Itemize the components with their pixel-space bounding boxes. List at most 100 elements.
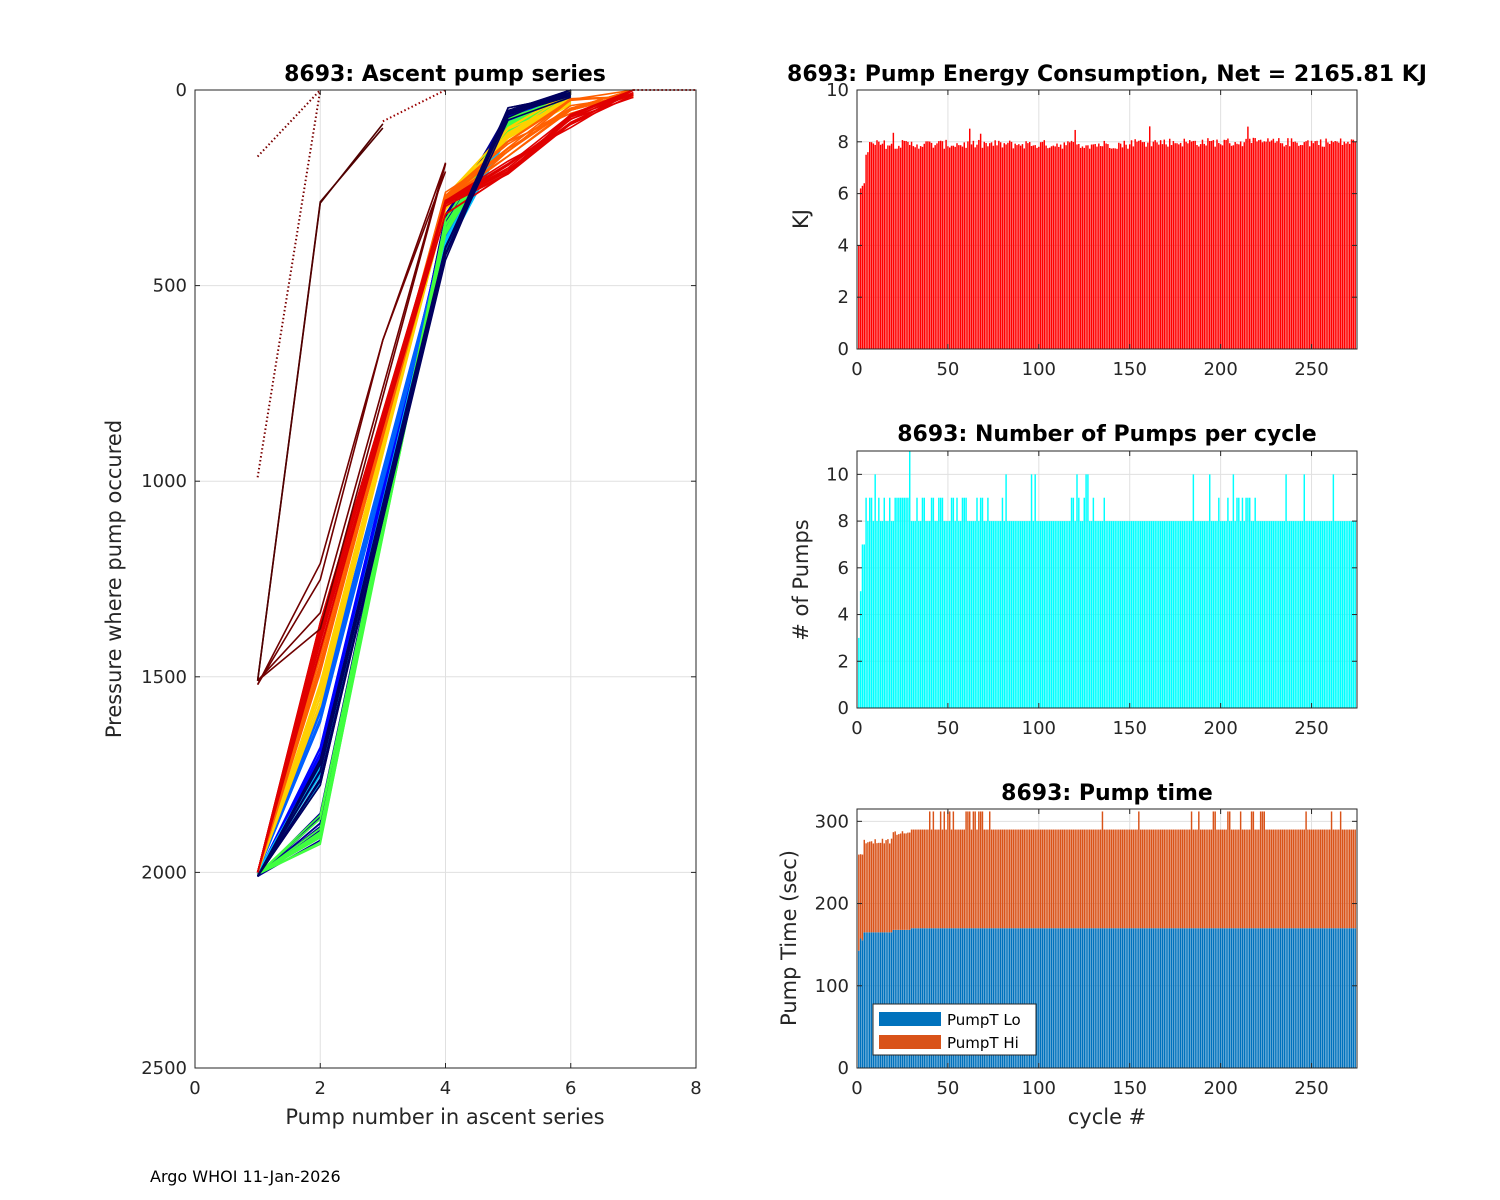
npumps-bar: [1089, 521, 1091, 708]
pumptime-hi-bar: [930, 829, 933, 929]
pumptime-hi-bar: [1281, 829, 1284, 929]
pumptime-hi-bar: [1161, 829, 1164, 929]
ytick-label: 1000: [141, 471, 187, 492]
pumptime-lo-bar: [963, 928, 965, 1068]
pumptime-hi-bar: [1252, 811, 1255, 929]
energy-bar: [1007, 142, 1009, 349]
pumptime-hi-bar: [954, 829, 956, 929]
xtick-label: 0: [851, 1078, 862, 1099]
energy-bar: [925, 141, 927, 349]
npumps-title: 8693: Number of Pumps per cycle: [897, 422, 1316, 447]
npumps-bar: [1325, 521, 1327, 708]
npumps-bar: [1045, 521, 1047, 708]
energy-bar: [1279, 143, 1282, 349]
ytick-label: 0: [176, 80, 187, 101]
pumptime-lo-bar: [1132, 928, 1135, 1068]
energy-bar: [1278, 138, 1280, 349]
pumptime-lo-bar: [1054, 928, 1056, 1068]
npumps-bar: [1174, 521, 1176, 708]
energy-bar: [1254, 138, 1256, 349]
pumptime-hi-bar: [896, 834, 898, 930]
pumptime-lo-bar: [1092, 928, 1095, 1068]
pumptime-hi-bar: [945, 829, 947, 929]
energy-bar: [1174, 143, 1176, 349]
pumptime-lo-bar: [1350, 928, 1353, 1068]
pumptime-lo-bar: [1118, 928, 1120, 1068]
npumps-bar: [1258, 521, 1260, 708]
ascent-series-line: [256, 89, 322, 478]
pumptime-hi-bar: [1045, 829, 1047, 929]
pumptime-hi-bar: [1021, 829, 1024, 929]
energy-bar: [1299, 144, 1302, 349]
pumptime-hi-bar: [883, 843, 885, 933]
energy-bar: [1112, 148, 1115, 349]
pumptime-lo-bar: [1336, 928, 1338, 1068]
pumptime-hi-bar: [1238, 829, 1240, 929]
energy-bar: [1087, 145, 1089, 349]
pumptime-hi-bar: [1069, 829, 1071, 929]
npumps-bar: [1345, 521, 1347, 708]
npumps-bar: [1189, 521, 1191, 708]
npumps-bar: [898, 497, 900, 708]
pumptime-lo-bar: [1227, 928, 1229, 1068]
pumptime-hi-bar: [1018, 829, 1020, 929]
energy-bar: [1074, 129, 1076, 349]
npumps-bar: [1074, 521, 1076, 708]
pumptime-hi-bar: [1354, 829, 1356, 929]
pumptime-lo-bar: [1181, 928, 1184, 1068]
energy-bar: [889, 145, 891, 349]
ytick-label: 300: [815, 811, 849, 832]
npumps-bar: [1043, 521, 1045, 708]
energy-bar: [1234, 142, 1236, 349]
energy-bar: [1283, 146, 1285, 349]
pumptime-ticks: 0 50 100 150 200 250 0 100 200 300: [815, 809, 1357, 1099]
pumptime-hi-bar: [990, 829, 993, 929]
npumps-bar: [881, 521, 884, 708]
npumps-bar: [1049, 521, 1051, 708]
pumptime-lo-bar: [1258, 928, 1260, 1068]
energy-bar: [1027, 143, 1029, 349]
npumps-bar: [1070, 497, 1073, 708]
pumptime-hi-bar: [1194, 829, 1196, 929]
pumptime-lo-bar: [1165, 928, 1167, 1068]
npumps-bar: [1007, 521, 1009, 708]
pumptime-title: 8693: Pump time: [1001, 781, 1213, 806]
npumps-bar: [1269, 521, 1271, 708]
energy-bar: [1079, 147, 1082, 349]
energy-bar: [1078, 143, 1080, 349]
energy-bar: [1310, 140, 1313, 349]
npumps-bar: [1134, 521, 1136, 708]
npumps-bar: [869, 497, 871, 708]
pumptime-hi-bar: [1285, 829, 1287, 929]
pumptime-hi-bar: [965, 811, 967, 929]
energy-bar: [1001, 147, 1004, 349]
pumptime-lo-bar: [1236, 928, 1238, 1068]
pumptime-hi-bar: [949, 811, 951, 929]
pumptime-lo-bar: [1145, 928, 1147, 1068]
ascent-series-line: [256, 95, 634, 873]
pumptime-lo-bar: [1250, 928, 1253, 1068]
energy-bar: [876, 140, 878, 349]
npumps-bar: [1069, 521, 1071, 708]
npumps-bar: [1327, 521, 1329, 708]
pumptime-hi-bar: [1139, 829, 1142, 929]
xtick-label: 250: [1294, 359, 1328, 380]
pumptime-lo-bar: [1099, 928, 1102, 1068]
energy-bar: [1303, 142, 1305, 349]
pumptime-hi-bar: [1318, 829, 1320, 929]
npumps-bar: [876, 521, 878, 708]
npumps-bar: [1030, 474, 1033, 708]
pumptime-lo-bar: [1163, 928, 1165, 1068]
energy-bar: [1098, 143, 1100, 349]
pumptime-hi-bar: [914, 829, 916, 929]
legend-label-lo: PumpT Lo: [947, 1011, 1021, 1029]
npumps-bar: [1301, 521, 1304, 708]
pumptime-lo-bar: [1016, 928, 1018, 1068]
energy-bar: [1212, 140, 1215, 349]
pumptime-hi-bar: [1190, 811, 1193, 929]
pumptime-hi-bar: [1116, 829, 1118, 929]
npumps-bar: [1332, 474, 1335, 708]
energy-bar: [1263, 141, 1265, 349]
pumptime-hi-bar: [1345, 829, 1347, 929]
npumps-bar: [1096, 521, 1098, 708]
